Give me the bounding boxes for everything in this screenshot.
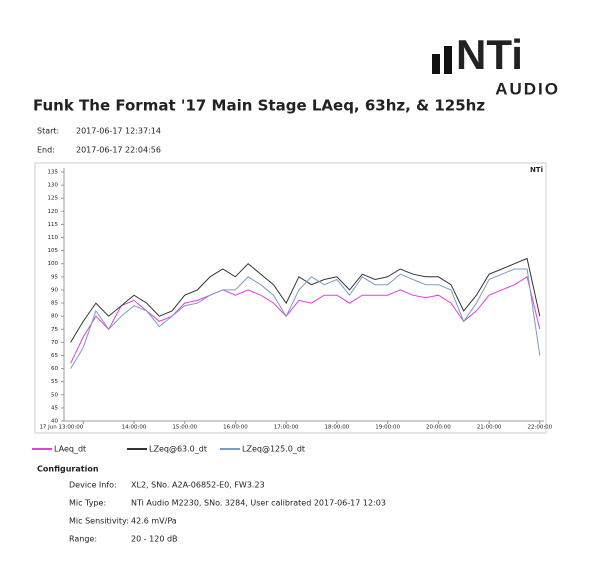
info-label: End: <box>37 146 55 155</box>
y-tick-label: 90 <box>51 287 58 293</box>
x-tick-label: 20:00:00 <box>426 425 451 431</box>
y-tick-label: 40 <box>51 419 58 425</box>
legend-label: LAeq_dt <box>54 445 86 454</box>
chart-frame <box>34 162 547 434</box>
y-tick-label: 85 <box>51 301 58 307</box>
info-value: 2017-06-17 22:04:56 <box>76 146 161 155</box>
y-tick-label: 95 <box>51 274 58 280</box>
config-label: Mic Type: <box>69 499 106 508</box>
y-tick-label: 110 <box>48 235 59 241</box>
section-title: Configuration <box>37 465 99 474</box>
y-tick-label: 75 <box>51 327 58 333</box>
x-tick-label: 14:00:00 <box>122 425 147 431</box>
x-tick-label: 17:00:00 <box>274 425 299 431</box>
config-label: Device Info: <box>69 481 117 490</box>
legend-label: LZeq@63.0_dt <box>149 445 207 454</box>
y-tick-label: 70 <box>51 340 58 346</box>
y-tick-label: 115 <box>48 222 59 228</box>
config-value: 20 - 120 dB <box>131 535 178 544</box>
info-label: Start: <box>37 127 59 136</box>
logo-sub: AUDIO <box>495 79 560 98</box>
watermark: NTi <box>530 166 543 174</box>
y-tick-label: 135 <box>48 170 59 176</box>
config-label: Range: <box>69 535 97 544</box>
logo-bar <box>444 46 452 74</box>
x-tick-label: 21:00:00 <box>477 425 502 431</box>
info-value: 2017-06-17 12:37:14 <box>76 127 161 136</box>
series-line <box>70 257 541 343</box>
y-tick-label: 105 <box>48 248 59 254</box>
legend-label: LZeq@125.0_dt <box>242 445 305 454</box>
x-tick-label: 19:00:00 <box>375 425 400 431</box>
config-value: NTi Audio M2230, SNo. 3284, User calibra… <box>131 499 386 508</box>
x-tick-label: 15:00:00 <box>172 425 197 431</box>
x-tick-label: 17 Jun 13:00:00 <box>39 425 83 431</box>
y-tick-label: 55 <box>51 379 58 385</box>
y-tick-label: 130 <box>48 183 59 189</box>
y-tick-label: 120 <box>48 209 59 215</box>
logo: NTi <box>456 31 523 78</box>
y-tick-label: 50 <box>51 392 58 398</box>
x-tick-label: 22:00:00 <box>527 425 552 431</box>
x-tick-label: 16:00:00 <box>223 425 248 431</box>
config-value: 42.6 mV/Pa <box>131 517 177 526</box>
report-title: Funk The Format '17 Main Stage LAeq, 63h… <box>33 97 485 115</box>
y-tick-label: 65 <box>51 353 58 359</box>
y-tick-label: 100 <box>48 261 59 267</box>
y-tick-label: 80 <box>51 314 58 320</box>
config-value: XL2, SNo. A2A-06852-E0, FW3.23 <box>131 481 265 490</box>
x-tick-label: 18:00:00 <box>325 425 350 431</box>
y-tick-label: 60 <box>51 366 58 372</box>
series-line <box>70 276 541 364</box>
logo-bar <box>432 54 440 74</box>
series-line <box>70 268 541 369</box>
y-tick-label: 125 <box>48 196 59 202</box>
y-tick-label: 45 <box>51 405 58 411</box>
config-label: Mic Sensitivity: <box>69 517 129 526</box>
